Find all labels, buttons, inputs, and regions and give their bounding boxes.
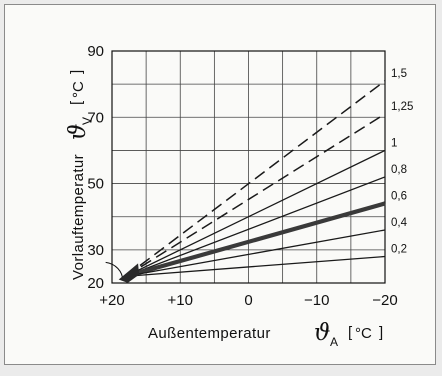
x-axis-unit: °C — [355, 325, 372, 342]
curve-label: 1,25 — [391, 101, 413, 113]
y-tick-label: 90 — [87, 43, 104, 60]
grid — [112, 51, 385, 283]
curve-line — [125, 201, 386, 279]
x-axis-unit-open: [ — [348, 324, 353, 341]
y-tick-label: 50 — [87, 176, 104, 193]
y-axis-label-group: Vorlauftemperatur ϑ V [ °C ] — [65, 70, 94, 280]
y-axis-subscript: V — [80, 117, 94, 125]
y-tick-label: 70 — [87, 109, 104, 126]
x-axis-label: Außentemperatur — [148, 325, 271, 342]
y-axis-unit-close: ] — [68, 70, 85, 74]
origin-wedge — [118, 263, 140, 283]
curve-label: 0,6 — [391, 190, 407, 202]
curve-line — [125, 176, 386, 277]
y-axis-label: Vorlauftemperatur — [70, 154, 87, 280]
x-tick-labels: +20 +10 0 −10 −20 — [99, 292, 397, 309]
curve-line — [125, 255, 386, 278]
curves — [125, 80, 386, 279]
y-axis-symbol: ϑ — [65, 124, 91, 140]
curve-label: 1,5 — [391, 68, 407, 80]
origin-marker — [105, 261, 140, 283]
chart-frame: 20 30 50 70 90 +20 +10 0 −10 −20 1,5 1,25 1 0,8 0,6 0… — [4, 4, 436, 365]
curve-line — [125, 80, 386, 277]
curve-line — [125, 149, 386, 277]
x-tick-label: +20 — [99, 292, 124, 309]
x-axis-symbol: ϑ — [314, 320, 330, 346]
y-axis-unit: °C — [70, 81, 87, 98]
x-axis-unit-close: ] — [379, 324, 383, 341]
x-tick-label: −10 — [304, 292, 329, 309]
curve-label: 1 — [391, 137, 397, 149]
x-tick-label: +10 — [168, 292, 193, 309]
chart-svg: 20 30 50 70 90 +20 +10 0 −10 −20 1,5 1,25 1 0,8 0,6 0… — [65, 43, 413, 349]
curve-labels: 1,5 1,25 1 0,8 0,6 0,4 0,2 — [391, 68, 413, 256]
curve-label: 0,2 — [391, 243, 407, 255]
curve-label: 0,4 — [391, 217, 408, 229]
curve-line — [125, 113, 386, 278]
x-tick-label: 0 — [244, 292, 252, 309]
curve-label: 0,8 — [391, 164, 407, 176]
x-axis-label-group: Außentemperatur ϑ A [ °C ] — [148, 320, 383, 349]
plot-border — [111, 50, 386, 284]
y-axis-unit-open: [ — [68, 100, 85, 105]
y-tick-label: 30 — [87, 242, 104, 259]
y-tick-label: 20 — [87, 275, 104, 292]
x-axis-subscript: A — [330, 335, 338, 349]
x-tick-label: −20 — [372, 292, 397, 309]
curve-line — [125, 229, 386, 278]
origin-arc — [105, 261, 124, 281]
y-tick-labels: 20 30 50 70 90 — [87, 43, 104, 292]
